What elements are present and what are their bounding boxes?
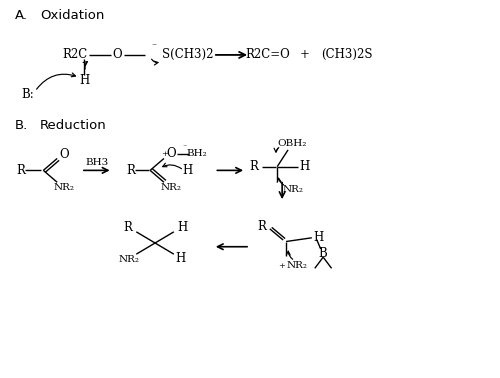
Text: ⁻: ⁻ [182,145,187,153]
Text: OBH₂: OBH₂ [278,139,306,148]
Text: H: H [177,221,188,234]
Text: H: H [176,252,186,265]
Text: O: O [112,48,122,61]
Text: R: R [258,220,266,233]
Text: R: R [126,164,136,177]
Text: B:: B: [22,88,35,101]
Text: +: + [300,48,310,61]
Text: H: H [313,231,324,243]
Text: NR₂: NR₂ [119,255,140,264]
Text: O: O [60,148,69,161]
Text: R: R [124,221,132,234]
Text: +: + [278,262,285,270]
Text: S(CH3)2: S(CH3)2 [162,48,214,61]
Text: Oxidation: Oxidation [40,9,104,22]
Text: NR₂: NR₂ [54,183,74,192]
Text: H: H [182,164,192,177]
Text: NR₂: NR₂ [286,261,308,270]
Text: NR₂: NR₂ [282,185,304,194]
Text: BH₂: BH₂ [186,149,208,158]
Text: R2C: R2C [62,48,87,61]
Text: R2C=O: R2C=O [245,48,290,61]
Text: H: H [79,74,90,87]
Text: R: R [250,160,258,173]
Text: Reduction: Reduction [40,119,106,132]
Text: NR₂: NR₂ [160,183,182,192]
Text: B.: B. [15,119,28,132]
Text: R: R [16,164,26,177]
Text: O: O [166,147,175,160]
Text: +: + [162,150,168,158]
Text: H: H [300,160,310,173]
Text: A.: A. [15,9,28,22]
Text: (CH3)2S: (CH3)2S [320,48,372,61]
Text: ⁻: ⁻ [151,42,156,51]
Text: B: B [319,247,328,260]
Text: BH3: BH3 [85,158,108,167]
